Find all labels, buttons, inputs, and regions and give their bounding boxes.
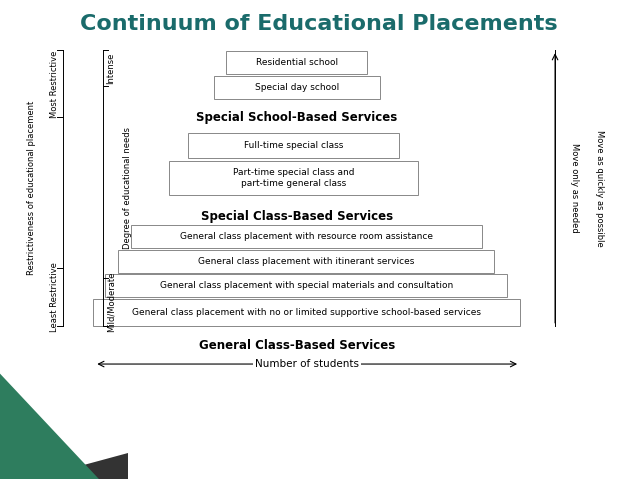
Text: Move only as needed: Move only as needed <box>570 143 579 233</box>
Text: Least Restrictive: Least Restrictive <box>50 262 59 332</box>
Bar <box>188 133 399 158</box>
Bar <box>93 299 520 326</box>
Bar <box>131 225 482 248</box>
Text: Intense: Intense <box>107 53 115 84</box>
Text: Part-time special class and
part-time general class: Part-time special class and part-time ge… <box>233 168 354 188</box>
Text: General class placement with special materials and consultation: General class placement with special mat… <box>160 282 453 290</box>
Text: General class placement with itinerant services: General class placement with itinerant s… <box>198 257 415 265</box>
Text: Continuum of Educational Placements: Continuum of Educational Placements <box>80 14 558 34</box>
Text: Full-time special class: Full-time special class <box>244 141 343 150</box>
Bar <box>118 250 494 273</box>
Text: Special School-Based Services: Special School-Based Services <box>196 111 397 124</box>
Text: General class placement with no or limited supportive school-based services: General class placement with no or limit… <box>131 308 481 317</box>
Polygon shape <box>0 374 99 479</box>
Bar <box>169 161 418 195</box>
Text: Special Class-Based Services: Special Class-Based Services <box>200 210 393 223</box>
Text: General class placement with resource room assistance: General class placement with resource ro… <box>180 232 433 240</box>
Bar <box>214 76 380 99</box>
Text: Residential school: Residential school <box>256 58 338 67</box>
Text: Most Restrictive: Most Restrictive <box>50 50 59 117</box>
Text: Degree of educational needs: Degree of educational needs <box>123 127 132 249</box>
Text: Mild/Moderate: Mild/Moderate <box>107 272 115 332</box>
Bar <box>226 51 367 74</box>
Text: Number of students: Number of students <box>255 359 359 369</box>
Text: Special day school: Special day school <box>255 83 339 92</box>
Text: Move as quickly as possible: Move as quickly as possible <box>595 130 604 246</box>
Text: Restrictiveness of educational placement: Restrictiveness of educational placement <box>27 101 36 275</box>
Bar <box>105 274 507 297</box>
Polygon shape <box>32 453 128 479</box>
Text: General Class-Based Services: General Class-Based Services <box>198 339 395 353</box>
